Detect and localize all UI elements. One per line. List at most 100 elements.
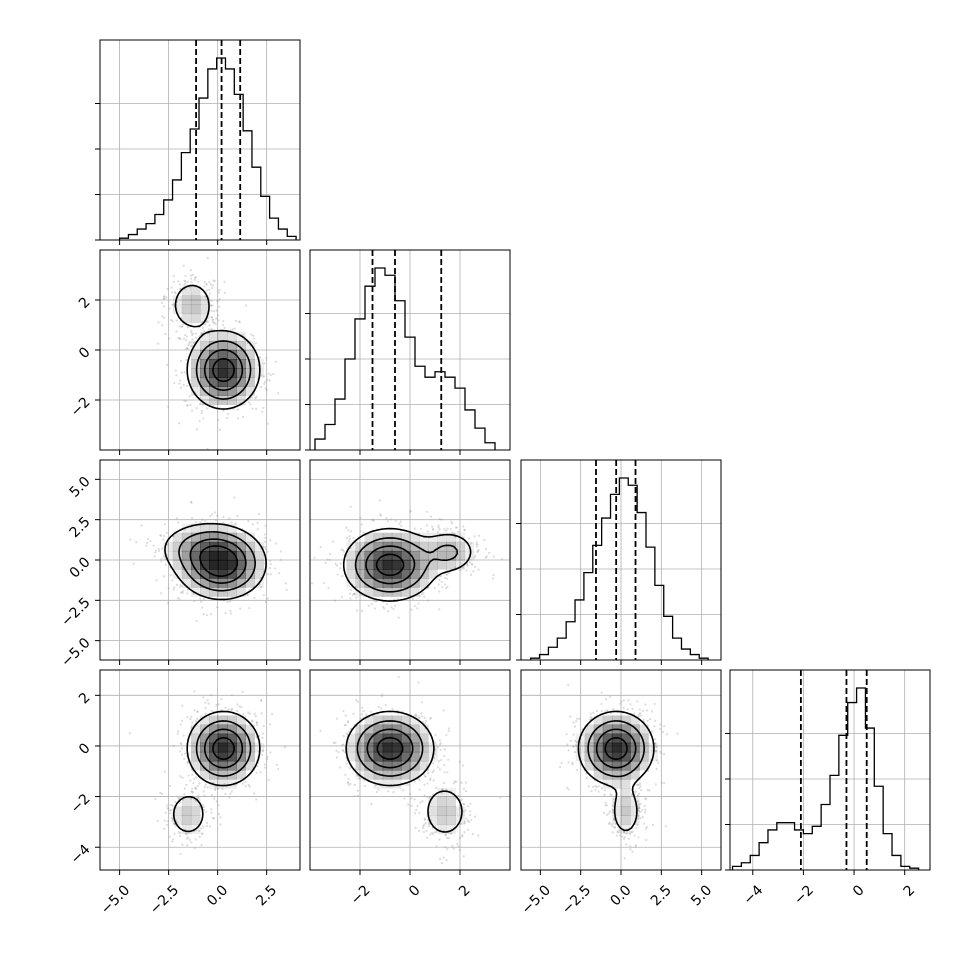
density-cell [346,751,356,762]
density-cell [621,815,631,826]
density-cell [172,815,183,826]
density-cell [181,578,192,588]
density-cell [437,560,447,570]
density-cell [630,797,640,807]
x-tick-label: 0 [850,882,868,900]
x-tick-label: 2.5 [648,882,675,909]
density-cell [410,569,420,579]
density-cell [200,350,210,360]
x-tick-label: −2 [348,882,374,908]
panel-3-0: −4 −2 0 2 −5.0 −2.5 0.0 2.5 [68,669,301,918]
density-cell [181,815,192,826]
density-cell [209,350,219,360]
density-cell [364,770,375,780]
density-cell [446,806,456,816]
density-cell [382,550,393,561]
density-cell [236,377,246,387]
density-cell [419,760,429,771]
density-cell [437,550,447,561]
density-cell [200,523,210,534]
density-cell [200,560,210,570]
density-cell [621,788,631,798]
density-cell [236,395,246,406]
y-tick-label: 0 [76,344,94,362]
density-cell [419,578,429,588]
density-cell [172,560,183,570]
density-cell [200,760,210,771]
y-tick-label: 0.0 [67,554,94,581]
density-cell [611,770,622,780]
density-cell [437,815,447,826]
density-cell [236,541,246,552]
density-cell [373,532,384,543]
density-cell [437,806,447,816]
density-cell [190,806,201,816]
density-cell [218,770,228,780]
density-cell [218,523,228,534]
density-cell [181,569,192,579]
density-cell [373,541,384,552]
density-cell [428,532,438,543]
density-cell [428,550,438,561]
panel-1-0: −2 0 2 [68,249,301,455]
density-cell [190,569,201,579]
y-tick-label: −2.5 [58,595,93,630]
density-cell [437,788,447,798]
panel-2-0: −5.0 −2.5 0.0 2.5 5.0 [58,459,301,670]
x-tick-label: 2 [456,882,474,900]
density-cell [410,751,420,762]
density-cell [190,386,201,396]
density-cell [593,760,604,771]
density-cell [391,742,402,753]
density-cell [200,550,210,561]
contour-2 [203,728,244,769]
contour-2 [189,538,247,584]
density-cell [190,350,201,360]
panel-frame [520,459,722,661]
scatter-points [311,499,504,619]
density-cell [227,532,237,543]
density-cell [648,742,658,753]
contour-2 [203,348,244,392]
density-cell [227,340,237,351]
density-cell [382,742,393,753]
density-cell [400,569,411,579]
density-cell [227,395,237,406]
density-cell [611,742,622,753]
density-cell [446,797,456,807]
density-cell [355,550,366,561]
density-cell [245,350,256,360]
density-cell [639,724,649,735]
density-cell [428,541,438,552]
density-cell [181,797,192,807]
density-cell [236,368,246,378]
density-cell [364,578,375,588]
density-cell [218,395,228,406]
contour-1 [587,720,645,778]
panel-3-3: −4 −2 0 2 [725,669,931,908]
density-cell [382,779,393,789]
density-cell [236,550,246,561]
contour-2 [365,545,416,585]
density-cell [355,541,366,552]
density-cell [364,715,375,726]
density-cell [437,824,447,835]
density-cell [190,560,201,570]
density-cell [419,541,429,552]
density-cell [373,733,384,744]
x-tick-label: −2 [791,882,817,908]
density-cell [227,578,237,588]
density-cell [639,760,649,771]
density-cell [209,550,219,561]
density-cell [428,560,438,570]
contour-3 [376,736,404,761]
density-cell [400,550,411,561]
density-cell [236,340,246,351]
density-cell [584,724,595,735]
density-cell [181,286,192,296]
density-cell [639,733,649,744]
density-cell [209,733,219,744]
density-cell [355,742,366,753]
density-cell [181,532,192,543]
density-cell [621,724,631,735]
